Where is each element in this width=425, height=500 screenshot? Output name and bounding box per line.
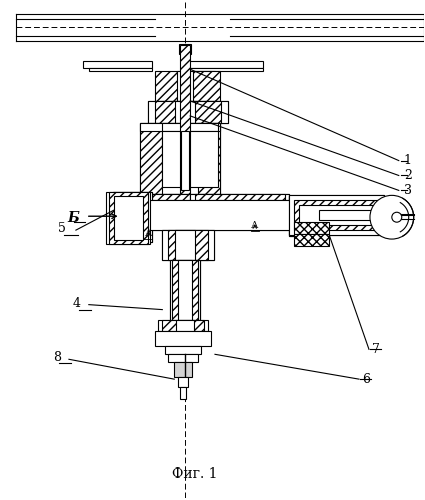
Text: 4: 4 <box>73 297 81 310</box>
Bar <box>162 320 204 332</box>
Bar <box>295 234 329 246</box>
Bar <box>190 212 289 230</box>
Bar <box>179 44 191 54</box>
Bar <box>162 230 214 260</box>
Text: Б: Б <box>67 211 79 225</box>
Bar <box>156 101 221 123</box>
Bar <box>190 71 220 101</box>
Bar <box>156 71 215 101</box>
Text: Фиг. 1: Фиг. 1 <box>173 466 218 480</box>
Bar <box>148 101 228 123</box>
Bar <box>83 61 153 68</box>
Bar <box>178 260 192 320</box>
Bar <box>319 210 379 220</box>
Text: 7: 7 <box>372 343 380 356</box>
Bar <box>181 54 189 74</box>
Text: 1: 1 <box>404 154 412 167</box>
Bar <box>148 200 367 224</box>
Bar <box>180 46 190 300</box>
Bar <box>198 123 220 194</box>
Bar <box>156 332 211 346</box>
Bar <box>172 260 198 320</box>
Bar <box>182 54 188 104</box>
Bar <box>289 196 319 236</box>
Bar <box>289 196 319 236</box>
Bar <box>170 260 200 320</box>
Bar <box>190 194 289 212</box>
Bar <box>295 200 379 230</box>
Text: А: А <box>145 229 152 238</box>
Bar <box>180 387 186 399</box>
Bar <box>168 230 208 260</box>
Bar <box>121 200 148 234</box>
Bar <box>89 68 153 71</box>
Circle shape <box>370 196 414 239</box>
Bar <box>148 194 190 212</box>
Bar <box>109 192 148 244</box>
Bar <box>113 192 153 242</box>
Bar <box>170 260 200 320</box>
Bar <box>289 196 384 235</box>
Bar <box>181 131 189 190</box>
Bar <box>300 206 379 225</box>
Bar <box>292 200 316 232</box>
Bar <box>141 123 220 194</box>
Bar <box>175 101 195 123</box>
Bar <box>106 192 150 244</box>
Text: 2: 2 <box>404 169 412 182</box>
Bar <box>141 123 162 194</box>
Bar <box>162 131 218 188</box>
Text: 8: 8 <box>53 351 61 364</box>
Text: 3: 3 <box>404 184 412 197</box>
Bar <box>289 196 384 235</box>
Bar <box>148 101 228 123</box>
Text: 5: 5 <box>58 222 66 234</box>
Bar <box>141 194 190 212</box>
Bar <box>174 362 192 377</box>
Text: А: А <box>251 221 258 230</box>
Bar <box>148 212 190 230</box>
Bar <box>188 68 263 71</box>
Bar <box>148 202 367 222</box>
Text: 6: 6 <box>362 372 370 386</box>
Bar <box>177 71 193 101</box>
Bar <box>188 61 263 68</box>
Bar <box>175 230 195 260</box>
Bar <box>141 123 220 131</box>
Bar <box>168 354 198 362</box>
Bar <box>165 346 201 354</box>
Bar <box>113 196 144 240</box>
Bar <box>113 192 153 242</box>
Bar <box>162 123 218 131</box>
Bar <box>190 194 289 212</box>
Circle shape <box>392 212 402 222</box>
Bar <box>159 320 208 332</box>
Bar <box>295 222 329 234</box>
Bar <box>141 194 190 212</box>
Bar <box>141 200 300 230</box>
Bar <box>195 194 284 212</box>
Bar <box>162 230 214 260</box>
Bar <box>176 320 194 332</box>
Bar <box>178 377 188 387</box>
